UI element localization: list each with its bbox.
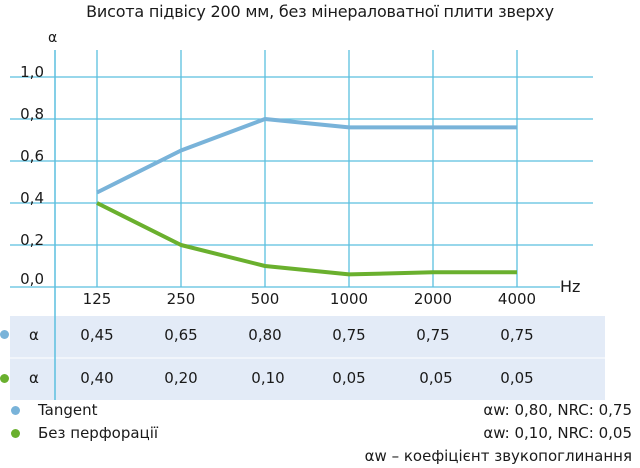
table-cell: 0,20: [164, 369, 198, 387]
table-cell: 0,05: [332, 369, 366, 387]
table-cell: 0,45: [80, 326, 114, 344]
table-cell: 0,05: [500, 369, 534, 387]
x-tick: 4000: [497, 290, 537, 308]
table-cell: 0,80: [248, 326, 282, 344]
legend-no-perforation-dot-icon: [11, 429, 20, 438]
x-tick: 250: [166, 290, 196, 308]
legend-tangent-label: Tangent: [38, 401, 98, 419]
y-tick: 0,2: [20, 231, 44, 249]
x-tick: 125: [82, 290, 112, 308]
table-cell: 0,65: [164, 326, 198, 344]
table-cell: 0,75: [500, 326, 534, 344]
y-tick: 1,0: [20, 63, 44, 81]
table-cell: 0,75: [332, 326, 366, 344]
x-tick: 500: [250, 290, 280, 308]
no-perforation-series-dot-icon: [0, 374, 9, 383]
legend-no-perforation-metric: αw: 0,10, NRC: 0,05: [483, 424, 632, 442]
table-row-divider: [10, 357, 605, 359]
tangent-series-dot-icon: [0, 330, 9, 339]
y-tick: 0,6: [20, 147, 44, 165]
table-cell: 0,40: [80, 369, 114, 387]
y-tick: 0,0: [20, 270, 44, 288]
x-axis-unit: Hz: [560, 277, 581, 296]
legend-tangent-metric: αw: 0,80, NRC: 0,75: [483, 401, 632, 419]
table-cell: 0,10: [251, 369, 285, 387]
table-row-label: α: [29, 326, 39, 344]
y-axis-label: α: [48, 30, 58, 46]
chart-title: Висота підвісу 200 мм, без мінераловатно…: [86, 2, 554, 21]
y-tick: 0,4: [20, 189, 44, 207]
table-row-label: α: [29, 369, 39, 387]
y-tick: 0,8: [20, 105, 44, 123]
table-cell: 0,05: [419, 369, 453, 387]
x-tick: 2000: [413, 290, 453, 308]
grid-lines: [10, 50, 593, 300]
table-cell: 0,75: [416, 326, 450, 344]
data-lines: [96, 117, 517, 277]
legend-no-perforation-label: Без перфорації: [38, 424, 159, 442]
footnote: αw – коефіцієнт звукопоглинання: [364, 447, 632, 465]
legend-tangent-dot-icon: [11, 406, 20, 415]
x-tick: 1000: [329, 290, 369, 308]
